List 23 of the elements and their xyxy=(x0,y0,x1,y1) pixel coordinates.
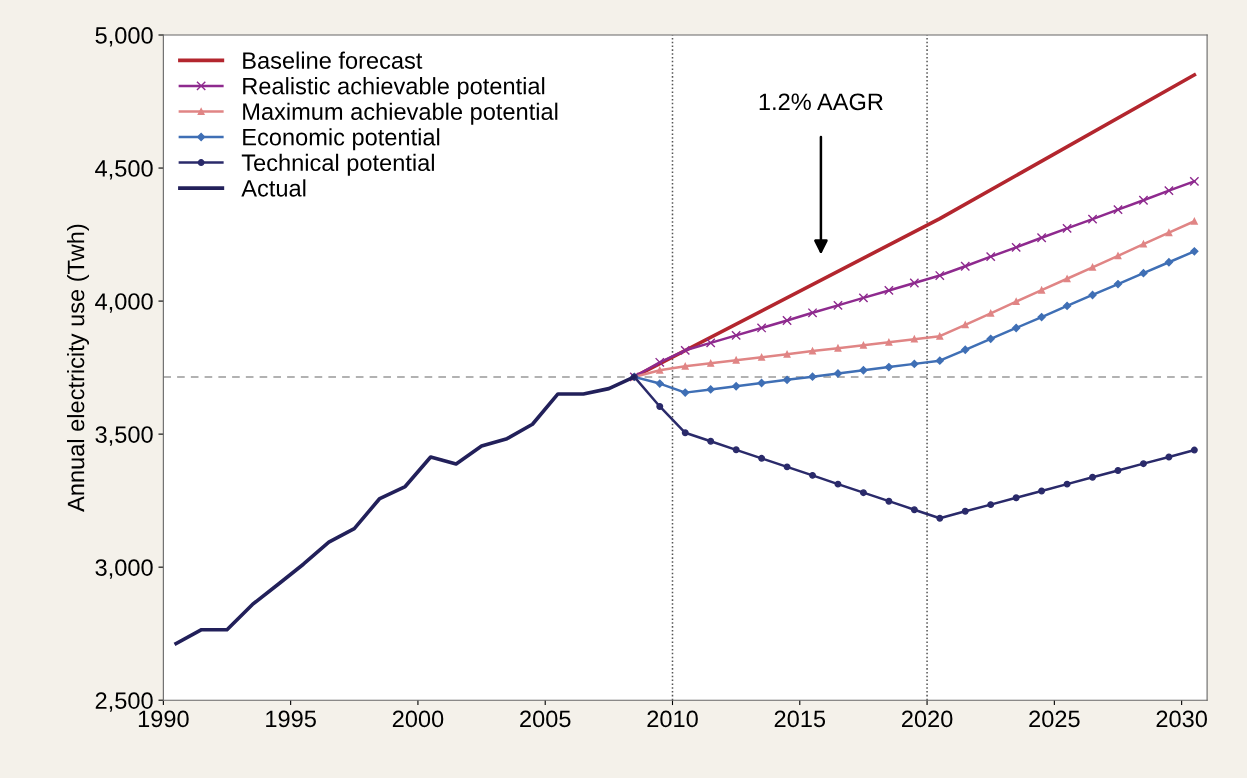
y-tick-label: 4,000 xyxy=(95,293,153,313)
x-tick-label: 1995 xyxy=(266,710,316,728)
x-tick-label: 2005 xyxy=(520,710,571,728)
y-tick-label: 5,000 xyxy=(95,27,153,47)
legend-label: Economic potential xyxy=(243,128,440,151)
y-tick-label: 4,500 xyxy=(95,160,153,180)
x-tick-label: 2015 xyxy=(774,710,826,728)
legend-label: Actual xyxy=(241,179,306,197)
annotation: 1.2% AAGR xyxy=(759,93,883,111)
legend-label: Realistic achievable potential xyxy=(243,77,545,100)
x-tick-label: 2030 xyxy=(1156,710,1207,728)
y-tick-label: 3,500 xyxy=(95,426,153,446)
y-tick-label: 3,000 xyxy=(95,559,153,579)
x-tick-label: 1990 xyxy=(138,710,189,728)
y-tick-label: 2,500 xyxy=(95,692,153,712)
x-tick-label: 2010 xyxy=(647,710,698,728)
legend-label: Maximum achievable potential xyxy=(243,102,558,125)
legend-label: Baseline forecast xyxy=(243,51,423,69)
legend-label: Technical potential xyxy=(241,153,434,176)
x-tick-label: 2025 xyxy=(1029,710,1080,728)
x-tick-label: 2000 xyxy=(392,710,444,728)
x-tick-label: 2020 xyxy=(902,710,953,728)
y-axis-title: Annual electricity use (Twh) xyxy=(66,224,89,512)
